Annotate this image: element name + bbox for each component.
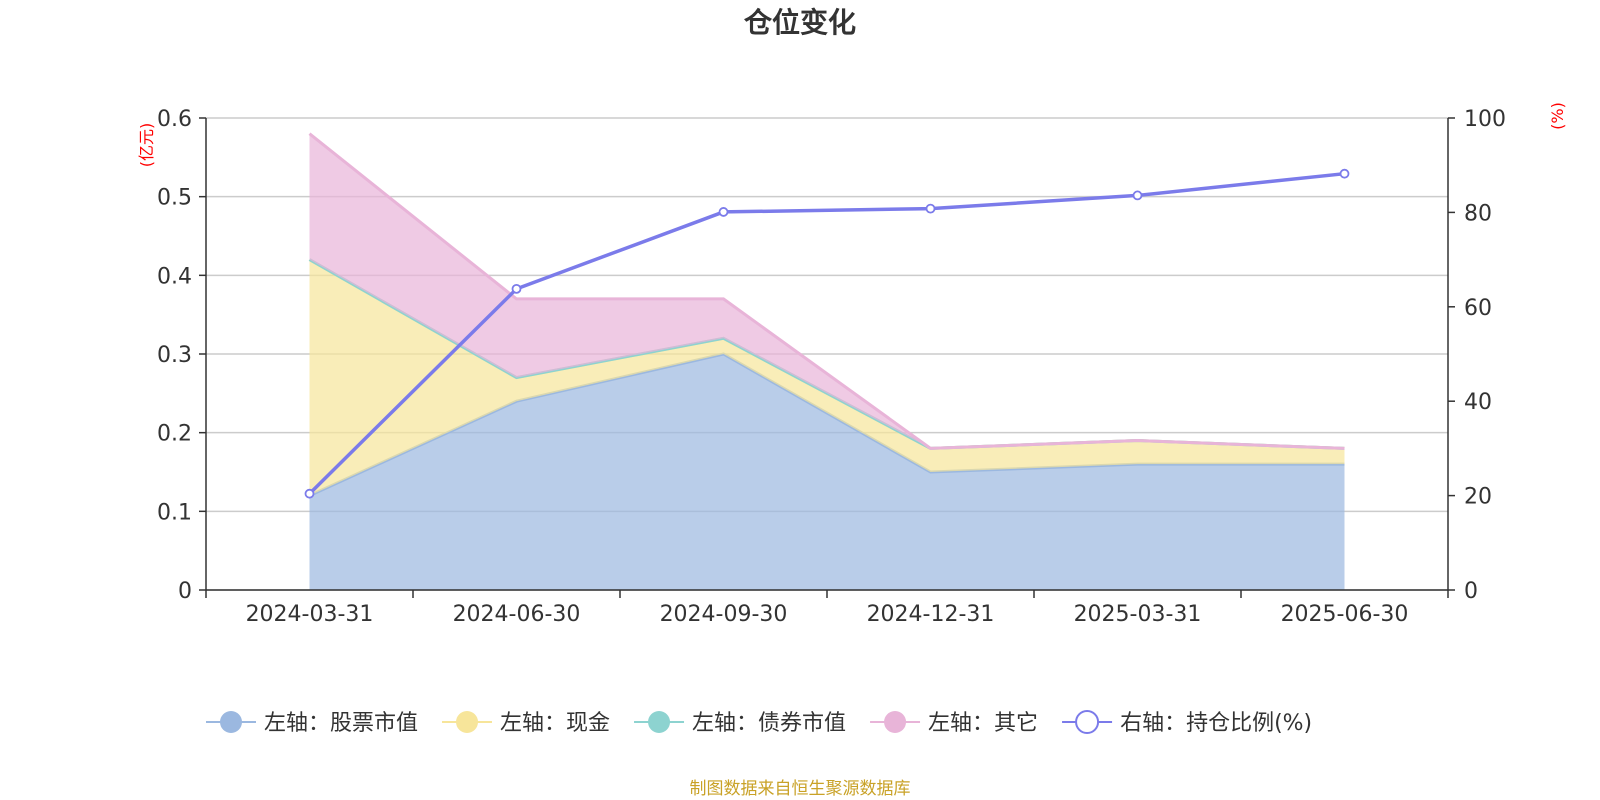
left-axis-tick-label: 0.1 — [157, 500, 192, 525]
legend-label: 左轴：股票市值 — [264, 711, 418, 736]
legend-marker — [884, 711, 907, 733]
left-axis-tick-label: 0 — [178, 579, 192, 604]
legend-marker — [220, 711, 242, 733]
area-edge-3 — [308, 132, 1345, 450]
left-axis-tick-label: 0.5 — [157, 186, 192, 211]
legend-label: 右轴：持仓比例(%) — [1120, 711, 1312, 736]
left-axis-tick-label: 0.3 — [157, 343, 192, 368]
right-axis-unit: (%) — [1548, 102, 1567, 130]
left-axis-tick-label: 0.2 — [157, 422, 192, 447]
left-axis-tick-label: 0.4 — [157, 264, 192, 289]
legend-item-4: 右轴：持仓比例(%) — [1062, 710, 1312, 736]
x-axis-tick-label: 2024-03-31 — [246, 602, 374, 627]
left-axis-unit: (亿元) — [137, 123, 156, 168]
source-note: 制图数据来自恒生聚源数据库 — [690, 779, 911, 799]
area-3 — [309, 133, 1345, 449]
right-axis-tick-label: 20 — [1464, 485, 1492, 510]
legend-marker — [648, 711, 671, 733]
legend-item-1: 左轴：现金 — [442, 711, 610, 736]
ratio-point-2 — [718, 207, 729, 217]
ratio-point-3 — [925, 203, 936, 214]
right-axis-tick-label: 80 — [1464, 201, 1492, 226]
line-layer — [304, 168, 1350, 499]
area-layer — [308, 132, 1345, 590]
ratio-point-0 — [304, 488, 315, 499]
area-0 — [309, 354, 1345, 590]
legend-label: 左轴：债券市值 — [692, 711, 846, 736]
x-axis-tick-label: 2024-06-30 — [453, 602, 581, 627]
x-axis-tick-label: 2024-09-30 — [660, 602, 788, 627]
x-axis-tick-label: 2025-06-30 — [1281, 602, 1409, 627]
legend-label: 左轴：其它 — [928, 711, 1038, 736]
legend-label: 左轴：现金 — [500, 711, 610, 736]
legend-item-2: 左轴：债券市值 — [634, 711, 846, 736]
ratio-point-4 — [1132, 190, 1143, 201]
right-axis-tick-label: 0 — [1464, 579, 1478, 604]
legend-item-0: 左轴：股票市值 — [206, 711, 418, 736]
axes: 0 0.1 0.2 0.3 0.4 0.5 0.6 0 20 40 60 80 100 2024-03-3… — [157, 107, 1506, 627]
right-axis-tick-label: 40 — [1464, 390, 1492, 415]
legend-marker — [1075, 710, 1100, 734]
right-axis-tick-label: 100 — [1464, 107, 1506, 132]
x-axis-tick-label: 2025-03-31 — [1074, 602, 1202, 627]
ratio-line — [308, 171, 1345, 495]
left-axis-tick-label: 0.6 — [157, 107, 192, 132]
legend-item-3: 左轴：其它 — [870, 711, 1038, 736]
chart-title: 仓位变化 — [744, 6, 856, 39]
legend: 左轴：股票市值 左轴：现金 左轴：债券市值 左轴：其它 右轴：持仓比例(%) — [206, 710, 1312, 736]
ratio-point-1 — [511, 283, 522, 294]
legend-marker — [456, 711, 479, 733]
right-axis-tick-label: 60 — [1464, 296, 1492, 321]
ratio-point-5 — [1339, 168, 1350, 179]
x-axis-tick-label: 2024-12-31 — [867, 602, 995, 627]
